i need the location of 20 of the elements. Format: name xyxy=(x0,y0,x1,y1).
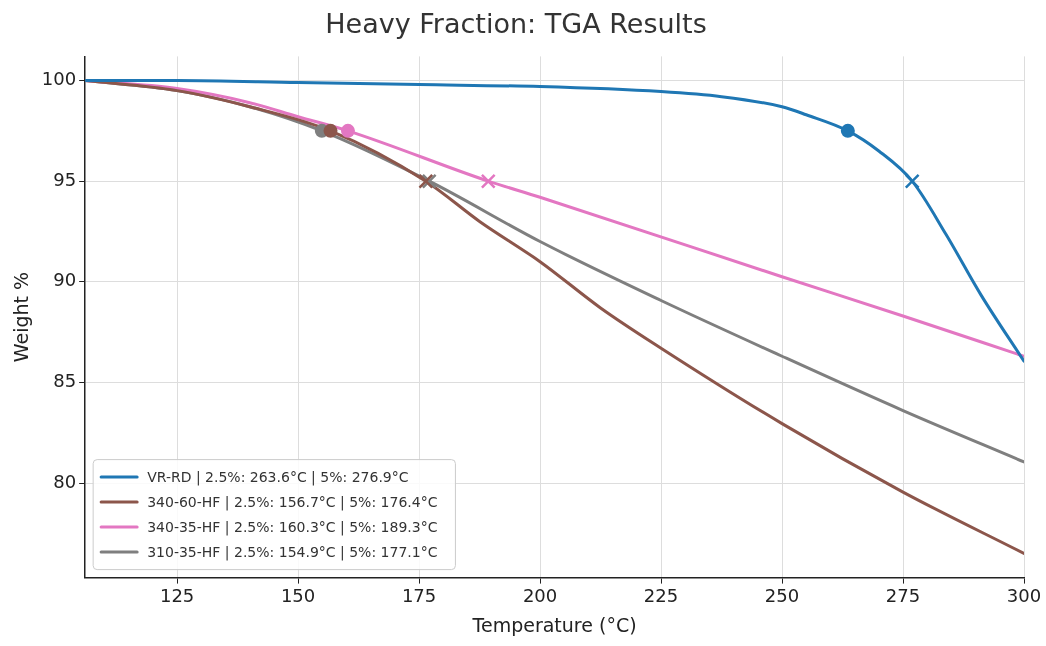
x-tick-label: 275 xyxy=(885,585,921,607)
x-tick-label: 200 xyxy=(522,585,558,607)
x-tick-label: 150 xyxy=(280,585,316,607)
legend-label: 340-60-HF | 2.5%: 156.7°C | 5%: 176.4°C xyxy=(147,493,438,511)
x-tick-label: 250 xyxy=(764,585,800,607)
y-axis-title: Weight % xyxy=(10,271,33,363)
legend-label: VR-RD | 2.5%: 263.6°C | 5%: 276.9°C xyxy=(147,468,409,486)
x-axis-title: Temperature (°C) xyxy=(471,613,637,636)
y-tick-label: 90 xyxy=(53,269,77,291)
x-tick-label: 125 xyxy=(159,585,195,607)
x-tick-label: 300 xyxy=(1006,585,1042,607)
x-tick-label: 175 xyxy=(401,585,437,607)
chart-title: Heavy Fraction: TGA Results xyxy=(325,8,707,40)
x-tick-label: 225 xyxy=(643,585,679,607)
y-tick-label: 95 xyxy=(53,168,77,190)
y-tick-label: 100 xyxy=(41,68,77,90)
y-tick-label: 85 xyxy=(53,370,77,392)
legend-label: 340-35-HF | 2.5%: 160.3°C | 5%: 189.3°C xyxy=(147,518,438,536)
y-tick-label: 80 xyxy=(53,470,77,492)
legend-label: 310-35-HF | 2.5%: 154.9°C | 5%: 177.1°C xyxy=(147,543,438,561)
